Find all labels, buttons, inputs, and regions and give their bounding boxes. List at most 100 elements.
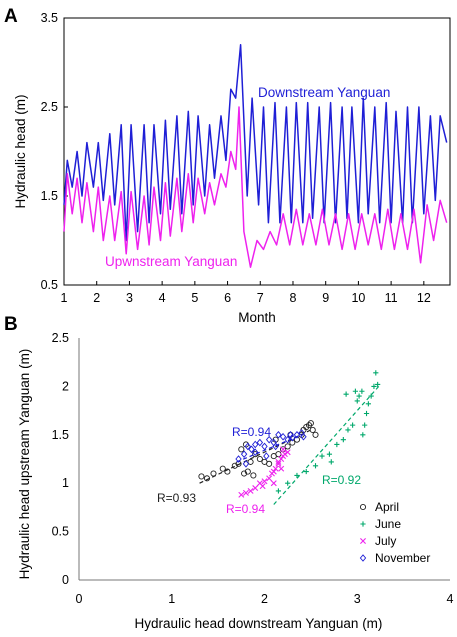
data-point-july [270, 480, 277, 487]
data-point-april [275, 451, 282, 458]
data-point-november [248, 445, 255, 454]
x-tick-label: 1 [61, 291, 68, 305]
x-tick-label: 5 [191, 291, 198, 305]
data-point-november [263, 452, 270, 460]
data-point-june [294, 472, 300, 479]
data-point-november [240, 450, 248, 458]
data-point-november [287, 430, 294, 439]
data-point-april [289, 439, 296, 446]
data-point-june [345, 427, 351, 433]
y-tick-label: 2.5 [41, 100, 58, 114]
data-point-june [312, 463, 319, 469]
r-value-label-july: R=0.94 [226, 502, 265, 516]
data-point-july [259, 483, 266, 490]
x-tick-label: 3 [354, 592, 361, 606]
legend-marker-november [359, 554, 367, 562]
x-axis-title: Hydraulic head downstream Yanguan (m) [135, 616, 383, 631]
data-point-april [210, 470, 217, 477]
data-point-april [231, 462, 238, 469]
data-point-july [238, 491, 245, 498]
x-tick-label: 2 [261, 592, 268, 606]
data-point-july [275, 458, 282, 465]
data-point-july [272, 465, 279, 472]
data-point-november [256, 438, 264, 447]
data-point-november [244, 442, 251, 451]
legend-label-june: June [375, 517, 401, 531]
data-point-november [289, 433, 296, 442]
x-tick-label: 9 [322, 291, 329, 305]
data-point-june [275, 488, 282, 494]
data-point-april [198, 473, 205, 480]
y-tick-label: 1.5 [41, 189, 58, 203]
data-point-july [252, 485, 259, 492]
data-point-april [309, 426, 316, 434]
series-line-2 [63, 106, 448, 268]
data-point-april [250, 472, 257, 479]
x-tick-label: 10 [351, 291, 365, 305]
data-point-july [261, 478, 268, 485]
data-point-november [235, 455, 242, 463]
x-tick-label: 8 [290, 291, 297, 305]
panel-b-scatter-chart: 0 0.5 1 1.5 2 2.5 0 1 2 3 4 Hydraulic head downstre… [17, 331, 454, 631]
data-point-july [278, 465, 285, 472]
data-point-july [270, 468, 277, 475]
y-axis-title: Hydraulic head upstream Yanguan (m) [17, 349, 32, 580]
y-axis-title: Hydraulic head (m) [13, 94, 28, 208]
data-point-july [242, 489, 249, 496]
data-point-april [307, 420, 314, 427]
data-point-november [242, 460, 250, 468]
data-point-november [293, 430, 301, 439]
data-point-july [281, 451, 288, 458]
x-tick-label: 3 [126, 291, 133, 305]
data-point-june [360, 432, 366, 438]
data-point-november [279, 432, 287, 441]
y-tick-label: 2 [62, 379, 69, 393]
legend-label-july: July [375, 534, 396, 548]
data-point-july [284, 449, 291, 456]
data-point-april [238, 446, 245, 453]
y-tick-label: 3.5 [41, 11, 58, 25]
series-line-1 [63, 43, 448, 242]
x-tick-label: 4 [447, 592, 454, 606]
data-point-april [284, 443, 291, 450]
r-value-label-april: R=0.93 [157, 491, 196, 505]
data-point-june [285, 480, 291, 486]
data-point-november [252, 448, 259, 457]
legend-label-april: April [375, 500, 399, 514]
data-point-april [256, 455, 263, 463]
plot-frame [63, 17, 451, 286]
data-point-november [252, 440, 259, 449]
data-point-april [305, 422, 313, 429]
y-tick-label: 2.5 [52, 331, 69, 345]
data-point-april [219, 465, 226, 472]
r-value-label-november: R=0.94 [232, 425, 271, 439]
data-point-june [303, 468, 309, 475]
data-point-june [319, 453, 325, 459]
data-point-april [241, 470, 248, 477]
data-point-june [350, 422, 356, 428]
x-tick-label: 11 [385, 291, 398, 305]
trend-line-june [273, 384, 381, 505]
data-point-april [247, 458, 254, 465]
data-point-june [352, 388, 358, 394]
data-point-july [266, 475, 273, 482]
panel-a-letter: A [4, 6, 18, 27]
y-tick-label: 1 [62, 476, 69, 490]
y-tick-label: 0.5 [52, 525, 69, 539]
data-point-april [224, 468, 231, 475]
legend-marker-july [360, 538, 366, 544]
data-point-june [371, 383, 377, 389]
data-point-june [326, 451, 333, 457]
data-point-june [359, 388, 365, 394]
data-point-july [275, 460, 282, 467]
data-point-june [362, 422, 368, 428]
x-tick-label: 2 [93, 291, 100, 305]
panel-b-letter: B [4, 314, 18, 335]
series-label-2: Upwnstream Yanguan [105, 254, 237, 269]
data-point-november [265, 435, 273, 444]
x-tick-label: 0 [76, 592, 83, 606]
x-tick-label: 4 [159, 291, 166, 305]
x-tick-label: 7 [257, 291, 264, 305]
data-point-april [312, 431, 319, 438]
data-point-june [365, 401, 371, 407]
